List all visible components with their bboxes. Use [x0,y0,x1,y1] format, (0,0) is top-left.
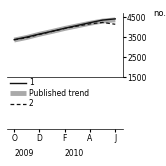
Legend: 1, Published trend, 2: 1, Published trend, 2 [10,78,89,108]
Text: 2010: 2010 [65,149,84,158]
Text: 2009: 2009 [14,149,34,158]
Y-axis label: no.: no. [154,9,166,18]
